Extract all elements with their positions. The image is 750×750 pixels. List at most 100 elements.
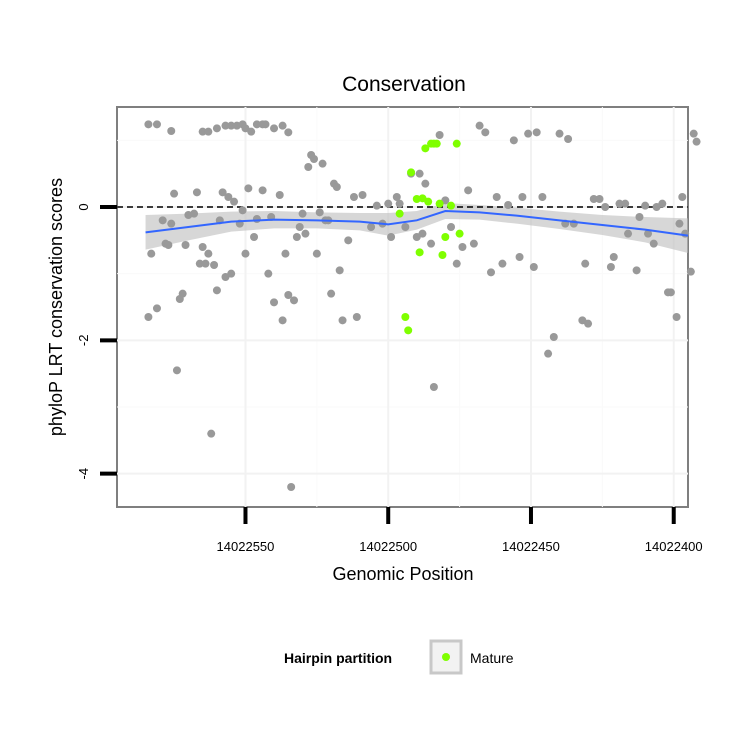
y-tick-label: 0 (76, 203, 91, 210)
background-point (515, 253, 524, 261)
background-point (435, 131, 444, 139)
background-point (367, 223, 376, 231)
background-point (264, 269, 273, 278)
x-tick-label: 14022400 (645, 539, 703, 554)
background-point (247, 127, 256, 136)
background-point (624, 229, 633, 238)
background-point (287, 483, 296, 491)
background-point (312, 249, 321, 258)
background-point (284, 291, 293, 299)
background-point (372, 201, 381, 210)
background-point (167, 127, 176, 135)
background-point (332, 183, 341, 191)
background-point (641, 201, 650, 210)
mature-point (415, 248, 424, 257)
background-point (675, 219, 684, 228)
background-point (452, 259, 461, 268)
mature-point (447, 201, 456, 210)
background-point (252, 215, 261, 223)
background-point (210, 261, 219, 269)
background-point (395, 199, 404, 208)
mature-point (452, 139, 461, 148)
mature-point (438, 251, 447, 259)
background-point (447, 223, 456, 231)
background-point (250, 233, 259, 241)
chart-title: Conservation (342, 73, 466, 96)
x-tick-label: 14022450 (502, 539, 560, 554)
background-point (292, 233, 301, 241)
background-point (458, 243, 467, 251)
background-point (192, 188, 201, 197)
background-point (464, 186, 473, 195)
background-point (304, 163, 313, 171)
background-point (295, 223, 304, 231)
x-tick-label: 14022500 (359, 539, 417, 554)
background-point (581, 259, 590, 268)
background-point (589, 195, 598, 203)
mature-point (421, 144, 430, 153)
smooth-line (145, 209, 689, 237)
background-point (144, 120, 153, 129)
mature-point (435, 199, 444, 208)
background-point (686, 267, 695, 276)
background-point (207, 429, 216, 438)
background-point (198, 127, 207, 136)
mature-point (455, 229, 464, 238)
background-point (318, 159, 327, 168)
background-point (544, 349, 553, 358)
x-tick-label: 14022550 (217, 539, 275, 554)
background-point (384, 199, 393, 208)
background-point (481, 128, 490, 137)
background-point (147, 249, 156, 258)
background-point (284, 128, 293, 137)
background-point (212, 124, 221, 133)
background-point (195, 259, 204, 268)
background-point (487, 268, 496, 277)
background-point (144, 313, 153, 321)
background-point (152, 120, 161, 129)
background-point (201, 259, 210, 268)
background-point (549, 333, 558, 341)
y-axis-title: phyloP LRT conservation scores (46, 178, 66, 436)
background-point (152, 304, 161, 313)
background-point (532, 128, 541, 137)
plot-panel (116, 106, 689, 508)
confidence-band (145, 203, 689, 253)
background-point (338, 316, 347, 325)
background-point (352, 313, 361, 321)
mature-point (401, 313, 410, 321)
background-point (649, 239, 658, 248)
x-axis: 14022550 14022500 14022450 14022400 (217, 507, 703, 554)
background-point (498, 259, 507, 268)
background-point (692, 137, 701, 146)
background-point (238, 206, 247, 215)
background-point (278, 121, 287, 130)
background-point (689, 129, 698, 138)
background-point (349, 193, 358, 201)
mature-point (424, 197, 433, 206)
background-point (492, 193, 501, 201)
background-point (644, 229, 653, 238)
background-point (555, 129, 564, 138)
mature-point (432, 139, 441, 148)
background-point (387, 233, 396, 241)
background-point (227, 269, 236, 278)
x-axis-title: Genomic Position (332, 564, 473, 584)
background-point (190, 209, 199, 218)
mature-point (395, 209, 404, 218)
background-point (681, 229, 690, 238)
background-point (327, 289, 336, 298)
y-tick-label: -4 (76, 468, 91, 480)
background-point (392, 193, 401, 201)
background-point (584, 319, 593, 328)
background-point (164, 241, 173, 249)
background-point (418, 229, 427, 238)
background-point (298, 209, 307, 218)
background-point (564, 135, 573, 143)
y-tick-label: -2 (76, 335, 91, 347)
background-point (421, 179, 430, 188)
background-point (230, 197, 239, 206)
background-point (170, 189, 179, 198)
background-point (281, 249, 290, 258)
